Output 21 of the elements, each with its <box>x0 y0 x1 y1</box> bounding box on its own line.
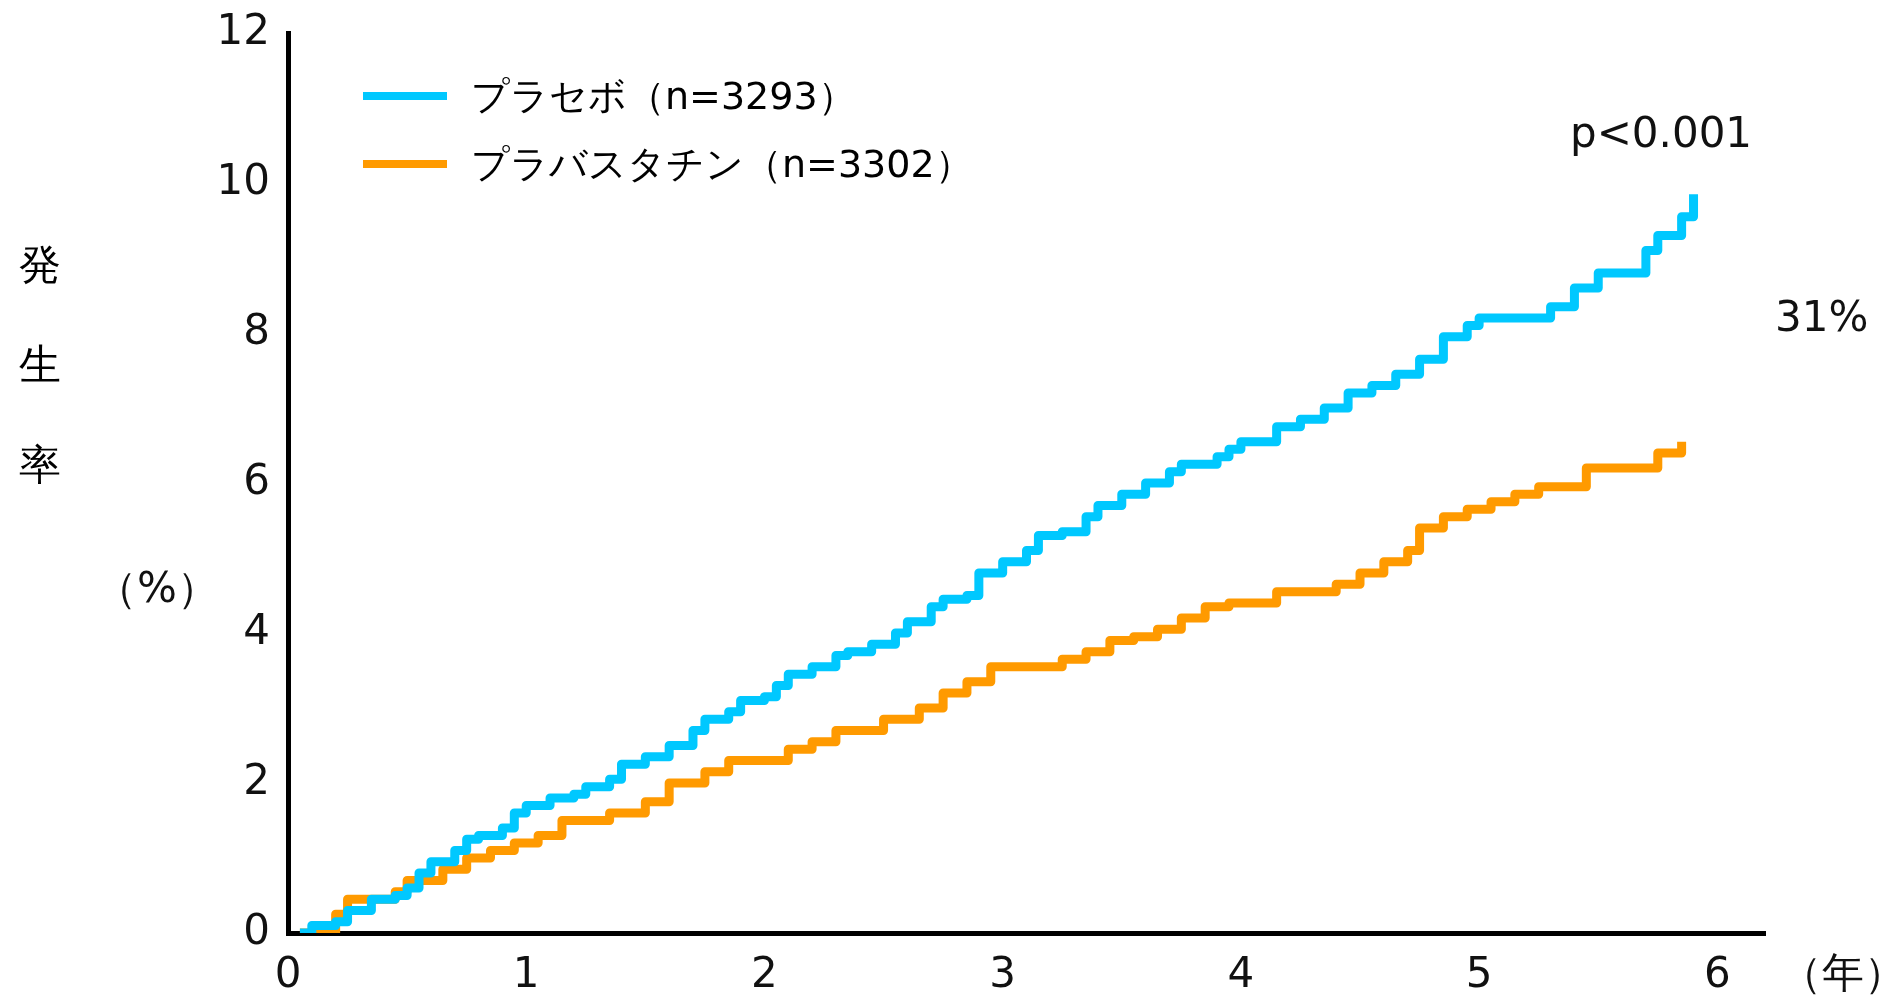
x-tick-label: 4 <box>1227 948 1255 998</box>
y-tick-label: 2 <box>243 754 270 804</box>
legend-label: プラセボ（n=3293） <box>471 72 856 120</box>
y-tick-label: 8 <box>243 304 270 354</box>
y-tick-label: 6 <box>243 454 270 504</box>
text: （%） <box>95 562 219 614</box>
y-tick-label: 0 <box>243 904 270 954</box>
x-tick-label: 5 <box>1465 948 1493 998</box>
annotation: p<0.001 <box>1570 108 1753 157</box>
x-tick-label: 3 <box>989 948 1017 998</box>
x-axis-title: （年） <box>1780 947 1895 998</box>
x-tick-label: 1 <box>512 948 540 998</box>
y-tick-label: 10 <box>216 154 270 204</box>
x-tick-label: 2 <box>751 948 778 998</box>
legend-label: プラバスタチン（n=3302） <box>471 140 973 188</box>
text: 31% <box>1775 292 1869 341</box>
y-tick-label: 12 <box>216 4 270 54</box>
y-tick-label: 4 <box>243 604 270 654</box>
x-tick-label: 6 <box>1703 948 1731 998</box>
x-tick-label: 0 <box>274 948 302 998</box>
text: 発生率 <box>19 240 61 489</box>
